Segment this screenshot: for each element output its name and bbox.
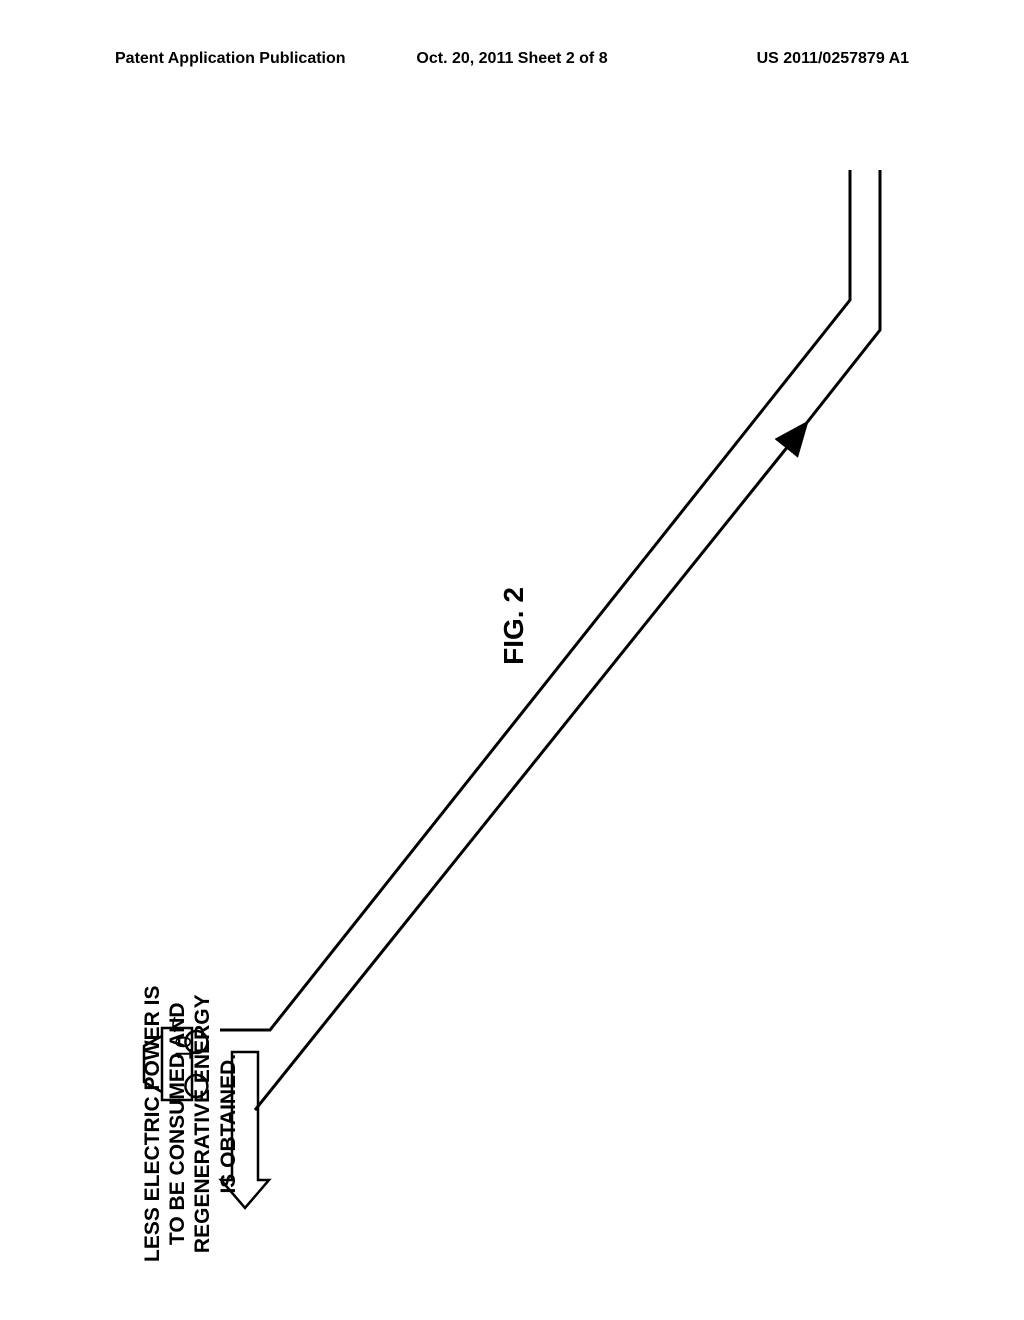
caption-line: LESS ELECTRIC POWER IS [140, 985, 165, 1262]
header-date-sheet: Oct. 20, 2011 Sheet 2 of 8 [380, 50, 645, 68]
header-patent-number: US 2011/0257879 A1 [644, 50, 909, 68]
figure-caption: LESS ELECTRIC POWER ISTO BE CONSUMED AND… [140, 985, 241, 1262]
caption-line: TO BE CONSUMED AND [165, 985, 190, 1262]
caption-line: REGENERATIVE ENERGY [190, 985, 215, 1262]
figure-label: FIG. 2 [498, 587, 530, 665]
header-publication: Patent Application Publication [115, 50, 380, 68]
caption-line: IS OBTAINED. [216, 985, 241, 1262]
page-header: Patent Application Publication Oct. 20, … [0, 50, 1024, 68]
